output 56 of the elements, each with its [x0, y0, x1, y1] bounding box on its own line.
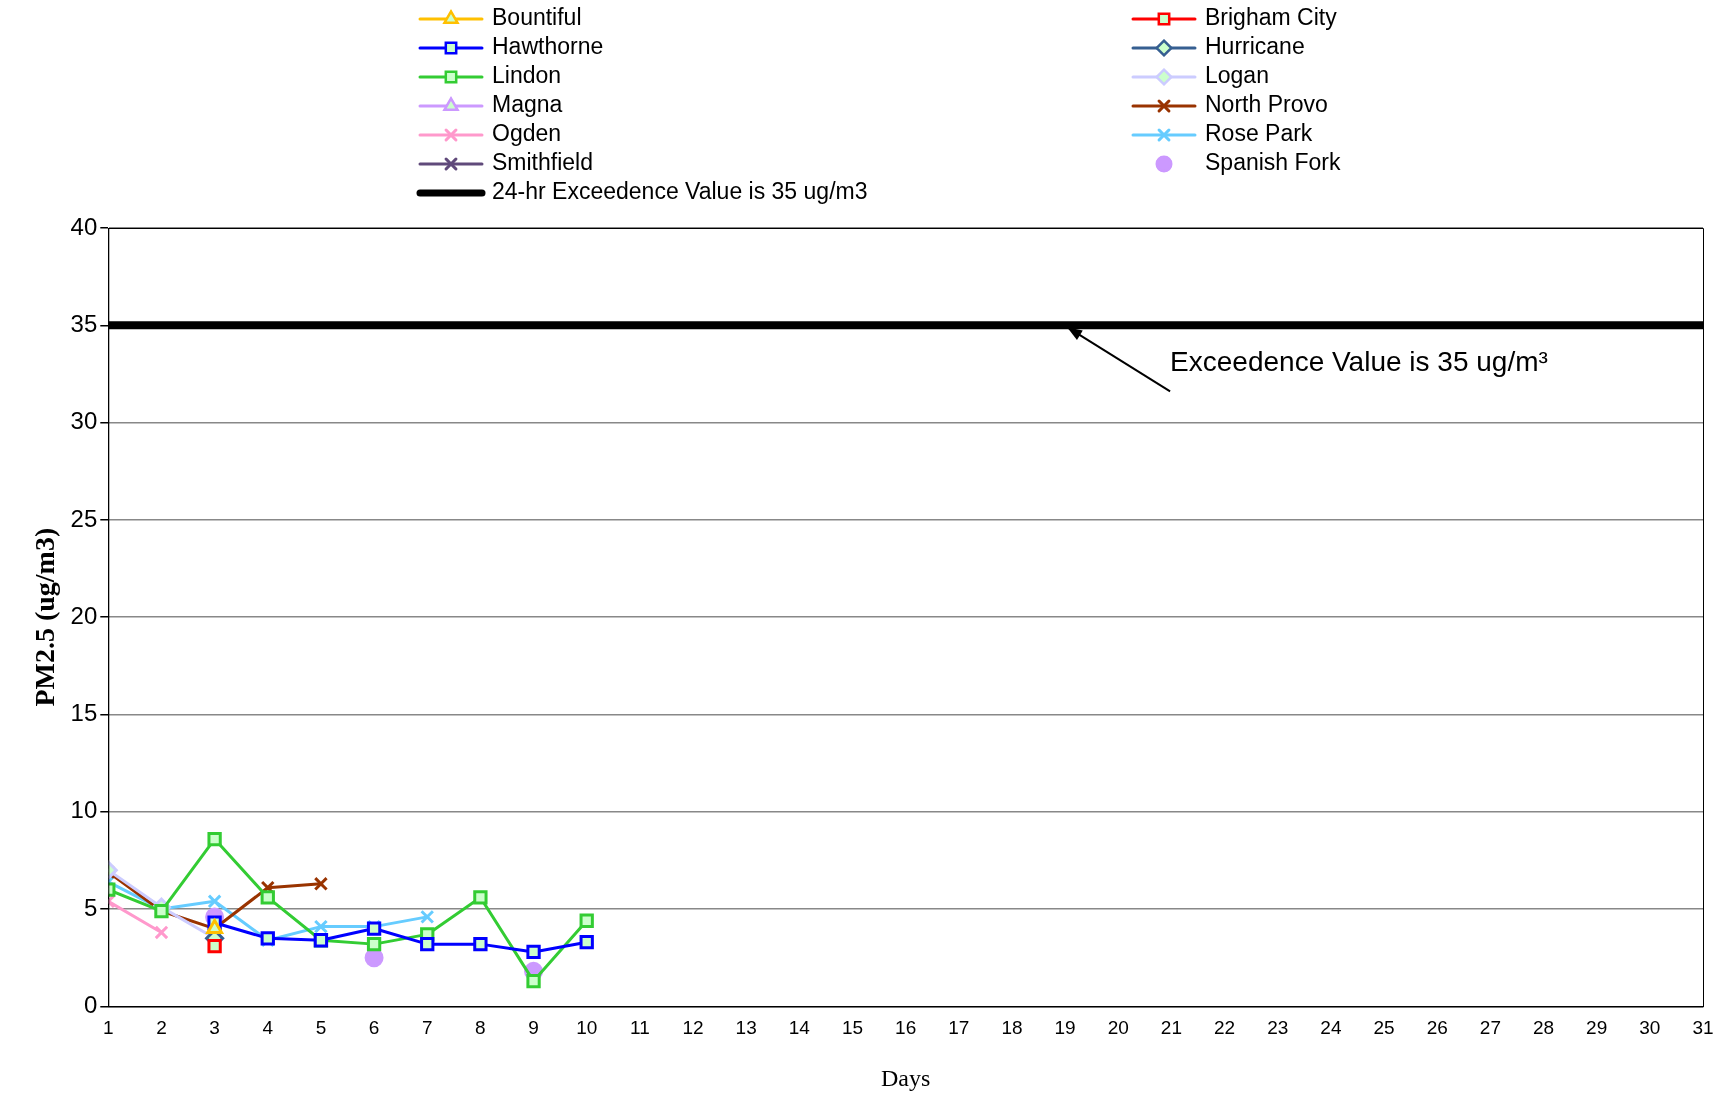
x-tick-label: 8 [475, 1017, 486, 1039]
x-tick-label: 11 [630, 1017, 650, 1039]
x-tick-label: 23 [1267, 1017, 1289, 1039]
y-tick-label: 5 [83, 893, 98, 921]
x-tick-label: 1 [103, 1017, 114, 1039]
legend-label: Bountiful [492, 4, 582, 31]
legend-label: Logan [1205, 62, 1269, 89]
x-tick-label: 21 [1160, 1017, 1182, 1039]
legend-label: Hurricane [1205, 33, 1305, 60]
x-tick-label: 9 [528, 1017, 539, 1039]
x-tick-label: 13 [735, 1017, 757, 1039]
y-tick-label: 30 [70, 407, 98, 435]
x-tick-label: 17 [948, 1017, 970, 1039]
x-tick-label: 31 [1692, 1017, 1714, 1039]
x-tick-label: 18 [1001, 1017, 1023, 1039]
x-tick-label: 26 [1426, 1017, 1448, 1039]
legend-label: Lindon [492, 62, 562, 89]
legend-label: Hawthorne [492, 33, 604, 60]
legend-label: Magna [492, 91, 563, 118]
legend-label: Ogden [492, 120, 562, 147]
x-tick-label: 28 [1532, 1017, 1555, 1039]
x-tick-label: 29 [1586, 1017, 1608, 1039]
legend-label: Smithfield [492, 149, 593, 176]
x-tick-label: 30 [1639, 1017, 1661, 1039]
y-tick-label: 25 [70, 504, 98, 532]
x-tick-label: 10 [576, 1017, 598, 1039]
x-axis-title: Days [880, 1064, 931, 1091]
y-tick-label: 35 [70, 309, 98, 337]
x-tick-label: 16 [895, 1017, 917, 1039]
legend-label: Brigham City [1205, 4, 1338, 31]
x-tick-label: 2 [156, 1017, 167, 1039]
x-tick-label: 19 [1054, 1017, 1076, 1039]
y-tick-label: 10 [70, 796, 98, 824]
x-tick-label: 6 [368, 1017, 380, 1039]
x-tick-label: 22 [1214, 1017, 1236, 1039]
legend-label: Spanish Fork [1205, 149, 1342, 176]
y-tick-label: 40 [70, 212, 98, 240]
x-tick-label: 27 [1479, 1017, 1501, 1039]
x-tick-label: 12 [682, 1017, 704, 1039]
y-tick-label: 0 [83, 991, 98, 1019]
x-tick-label: 24 [1320, 1017, 1342, 1039]
legend-label: 24-hr Exceedence Value is 35 ug/m3 [492, 178, 868, 205]
x-tick-label: 5 [315, 1017, 327, 1039]
x-tick-label: 3 [209, 1017, 220, 1039]
y-tick-label: 20 [70, 601, 98, 629]
x-tick-label: 14 [788, 1017, 811, 1039]
legend-label: North Provo [1205, 91, 1328, 118]
x-tick-label: 15 [841, 1017, 864, 1039]
annotation: Exceedence Value is 35 ug/m³ [1170, 346, 1548, 378]
x-tick-label: 20 [1107, 1017, 1129, 1039]
x-tick-label: 4 [262, 1017, 274, 1039]
y-tick-label: 15 [70, 699, 98, 727]
legend-label: Rose Park [1205, 120, 1313, 147]
x-tick-label: 25 [1373, 1017, 1395, 1039]
x-tick-label: 7 [421, 1017, 433, 1039]
y-axis-title: PM2.5 (ug/m3) [29, 527, 61, 707]
